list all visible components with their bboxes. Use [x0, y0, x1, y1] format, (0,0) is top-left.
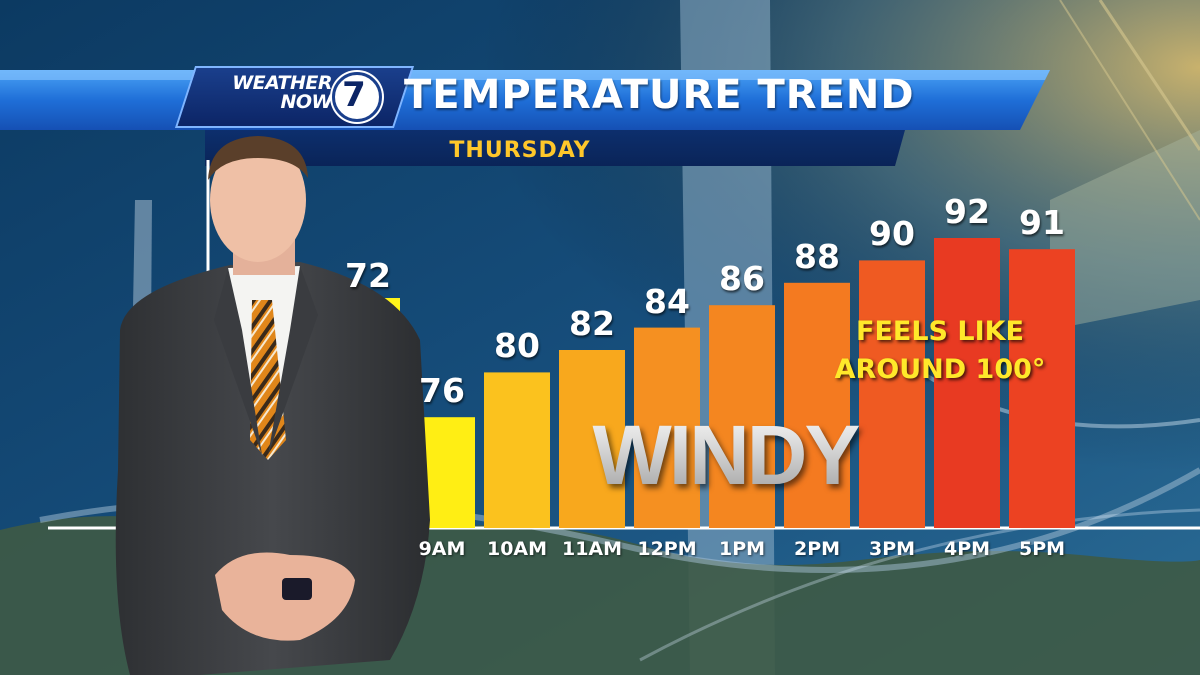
- bridge-deck: [1050, 130, 1200, 330]
- weather-now-7-logo: WEATHER NOW: [212, 74, 332, 112]
- value-label-1pm: 86: [719, 259, 765, 299]
- logo-circle: [332, 72, 382, 122]
- bar-4pm: [934, 238, 1000, 528]
- logo-line2: NOW: [280, 91, 332, 113]
- bridge-cable: [1059, 0, 1200, 221]
- time-label-2pm: 2PM: [793, 538, 841, 560]
- logo-line1: WEATHER: [232, 72, 332, 94]
- time-label-4pm: 4PM: [943, 538, 991, 560]
- time-label-5pm: 5PM: [1018, 538, 1066, 560]
- presenter-clicker: [282, 578, 312, 600]
- chart-title: TEMPERATURE TREND: [404, 72, 915, 118]
- bar-10am: [484, 372, 550, 528]
- value-label-4pm: 92: [944, 192, 990, 231]
- value-label-3pm: 90: [869, 214, 915, 254]
- value-label-hidden: 72: [345, 256, 391, 295]
- bar-1pm: [709, 305, 775, 528]
- bar-3pm: [859, 260, 925, 528]
- presenter-hair: [208, 136, 308, 180]
- presenter: [115, 136, 430, 675]
- time-label-11am: 11AM: [561, 538, 623, 560]
- subtitle-bar: [205, 130, 905, 166]
- value-label-12pm: 84: [644, 281, 690, 321]
- value-label-10am: 80: [494, 326, 540, 366]
- presenter-face: [210, 138, 306, 262]
- value-label-11am: 82: [569, 304, 615, 343]
- presenter-jacket: [115, 262, 430, 675]
- feels-like-annotation: FEELS LIKE AROUND 100°: [810, 313, 1070, 389]
- time-label-12pm: 12PM: [637, 538, 697, 560]
- presenter-lapel-left: [214, 268, 262, 455]
- presenter-lapel-right: [268, 266, 318, 455]
- bridge-cable: [1098, 0, 1200, 151]
- logo-number: 7: [342, 75, 366, 115]
- feels-like-line1: FEELS LIKE: [856, 316, 1024, 347]
- time-label-10am: 10AM: [486, 538, 548, 560]
- chart-subtitle: THURSDAY: [449, 138, 591, 163]
- time-label-1pm: 1PM: [718, 538, 766, 560]
- value-label-9am: 76: [419, 371, 465, 411]
- time-label-3pm: 3PM: [868, 538, 916, 560]
- time-label-9am: 9AM: [418, 538, 466, 560]
- bar-2pm: [784, 282, 850, 528]
- bars-group: [409, 238, 1075, 528]
- windy-graphic: WINDY: [590, 405, 861, 505]
- feels-like-line2: AROUND 100°: [834, 354, 1046, 385]
- bar-11am: [559, 350, 625, 528]
- bar-5pm: [1009, 249, 1075, 528]
- value-label-5pm: 91: [1019, 203, 1065, 243]
- light-streak: [639, 508, 1200, 662]
- bar-12pm: [634, 327, 700, 528]
- value-label-2pm: 88: [794, 236, 840, 276]
